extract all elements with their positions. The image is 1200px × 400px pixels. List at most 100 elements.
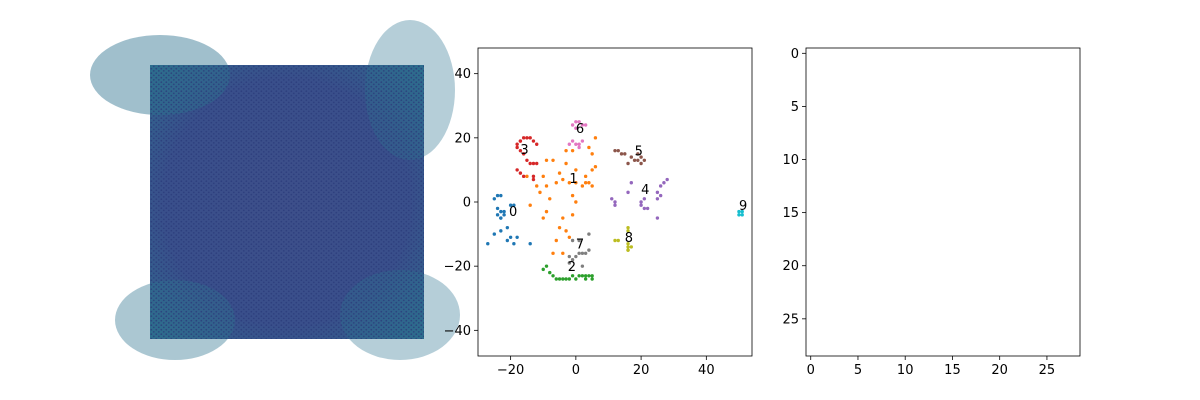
cluster-1-point bbox=[541, 174, 545, 179]
cluster-1-point bbox=[567, 235, 572, 239]
cluster-4-point bbox=[658, 184, 663, 188]
cluster-4-point bbox=[639, 200, 643, 204]
cluster-6-point bbox=[580, 139, 585, 143]
empty-x-tick-label: 0 bbox=[807, 363, 815, 378]
cluster-5-points bbox=[613, 148, 647, 166]
cluster-2-point bbox=[564, 277, 568, 281]
cluster-2-point bbox=[587, 274, 591, 278]
cluster-0-point bbox=[508, 235, 513, 239]
cluster-1-point bbox=[590, 184, 594, 188]
cluster-6-point bbox=[577, 145, 581, 150]
cluster-2-point bbox=[580, 274, 585, 278]
cluster-7-points bbox=[567, 232, 591, 268]
cluster-8-point bbox=[613, 238, 617, 243]
cluster-4-point bbox=[665, 177, 669, 182]
cluster-9-point bbox=[740, 213, 744, 217]
cluster-1-point bbox=[583, 174, 588, 179]
cluster-2-point bbox=[577, 274, 581, 278]
cluster-2-point bbox=[583, 274, 588, 278]
empty-image-panel: 0 5 10 15 20 25 0 5 10 15 20 25 bbox=[782, 47, 1081, 378]
cluster-1-point bbox=[561, 216, 565, 220]
cluster-1-points bbox=[525, 136, 598, 256]
cluster-8-point bbox=[626, 229, 630, 233]
empty-y-tick-label: 20 bbox=[782, 259, 799, 274]
cluster-5-point bbox=[623, 152, 627, 156]
cluster-9-point bbox=[737, 213, 741, 217]
cluster-label-7: 7 bbox=[576, 238, 584, 253]
image-panel bbox=[90, 20, 460, 360]
image-dot-lattice bbox=[150, 65, 424, 339]
cluster-6-point bbox=[583, 123, 588, 127]
cluster-9-point bbox=[740, 209, 744, 214]
cluster-4-point bbox=[613, 200, 617, 204]
cluster-7-point bbox=[583, 251, 588, 256]
empty-y-tick-label: 15 bbox=[782, 206, 799, 221]
cluster-0-point bbox=[502, 213, 506, 217]
cluster-0-point bbox=[505, 238, 510, 243]
cluster-3-point bbox=[525, 158, 529, 162]
cluster-4-point bbox=[655, 216, 660, 220]
cluster-0-point bbox=[515, 235, 519, 239]
cluster-7-point bbox=[570, 238, 575, 243]
cluster-label-3: 3 bbox=[520, 143, 528, 158]
cluster-label-4: 4 bbox=[641, 183, 649, 198]
cluster-7-point bbox=[574, 254, 578, 259]
cluster-0-point bbox=[486, 242, 490, 246]
cluster-3-points bbox=[515, 136, 539, 182]
cluster-1-point bbox=[574, 200, 578, 204]
cluster-3-point bbox=[521, 174, 526, 179]
empty-y-tick-label: 25 bbox=[782, 312, 799, 327]
scatter-y-tick-label: 40 bbox=[454, 67, 471, 82]
cluster-3-point bbox=[518, 139, 523, 143]
cluster-2-point bbox=[583, 277, 588, 281]
scatter-y-tick-label: −40 bbox=[444, 324, 471, 339]
scatter-panel: 0 1 2 3 4 5 6 7 8 9 −20 0 20 40 −40 −20 0 20 40 bbox=[444, 47, 753, 378]
scatter-x-tick-label: −20 bbox=[497, 363, 524, 378]
cluster-3-point bbox=[535, 161, 539, 166]
cluster-1-point bbox=[535, 184, 539, 188]
cluster-0-point bbox=[495, 206, 500, 211]
cluster-1-point bbox=[554, 181, 558, 185]
cluster-6-point bbox=[577, 120, 581, 124]
cluster-6-point bbox=[580, 123, 585, 127]
cluster-label-9: 9 bbox=[739, 199, 747, 214]
scatter-x-tick-label: 20 bbox=[633, 363, 650, 378]
cluster-4-point bbox=[626, 190, 630, 195]
cluster-3-point bbox=[515, 145, 519, 150]
cluster-1-point bbox=[570, 193, 575, 198]
cluster-5-point bbox=[639, 161, 643, 166]
cluster-4-point bbox=[613, 203, 617, 207]
cluster-4-points bbox=[610, 177, 669, 220]
cluster-5-point bbox=[626, 161, 630, 166]
cluster-labels: 0 1 2 3 4 5 6 7 8 9 bbox=[509, 122, 747, 275]
cluster-1-point bbox=[583, 181, 588, 185]
cluster-0-points bbox=[486, 193, 532, 246]
cluster-label-1: 1 bbox=[569, 172, 577, 187]
cluster-8-point bbox=[626, 242, 630, 246]
cluster-0-point bbox=[499, 229, 503, 233]
cluster-7-point bbox=[580, 251, 585, 256]
cluster-8-point bbox=[626, 225, 630, 230]
cluster-3-point bbox=[525, 136, 529, 140]
cluster-1-point bbox=[541, 216, 545, 220]
cluster-label-8: 8 bbox=[625, 231, 633, 246]
cluster-2-point bbox=[544, 264, 549, 268]
cluster-3-point bbox=[521, 136, 526, 140]
cluster-3-point bbox=[528, 161, 532, 166]
cluster-5-point bbox=[629, 155, 634, 159]
cluster-5-point bbox=[636, 152, 640, 156]
cluster-1-point bbox=[587, 181, 591, 185]
cluster-2-point bbox=[554, 277, 558, 281]
scatter-y-tick-label: 0 bbox=[463, 196, 471, 211]
cluster-1-point bbox=[593, 136, 598, 140]
cluster-1-point bbox=[567, 181, 572, 185]
cluster-4-point bbox=[662, 181, 666, 185]
cluster-1-point bbox=[580, 184, 585, 188]
cluster-6-points bbox=[567, 120, 588, 150]
cluster-label-6: 6 bbox=[576, 122, 584, 137]
cluster-8-points bbox=[613, 225, 634, 252]
cluster-2-point bbox=[551, 274, 555, 278]
cluster-1-point bbox=[544, 209, 549, 214]
scatter-x-tick-label: 0 bbox=[572, 363, 580, 378]
cluster-1-point bbox=[564, 161, 568, 166]
